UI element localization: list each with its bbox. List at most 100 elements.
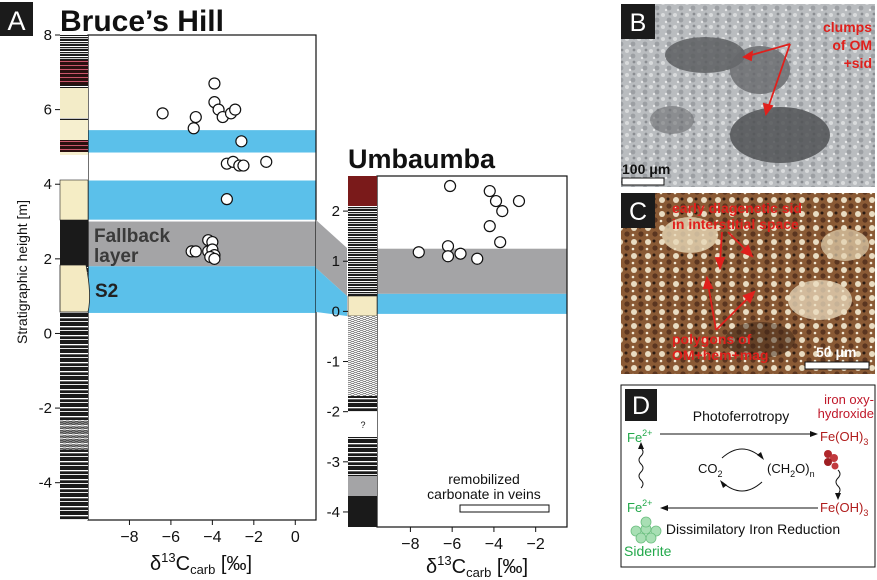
bh-x-tick-label: −6 xyxy=(162,529,180,546)
um-data-point xyxy=(483,184,496,198)
um-data-point xyxy=(494,236,507,249)
legend-remobilized-line1: remobilized xyxy=(448,471,520,487)
bh-y-tick-label: -4 xyxy=(39,475,52,492)
um-x-tick-label: −2 xyxy=(527,536,545,553)
feoh3-bottom: Fe(OH)3 xyxy=(820,500,868,518)
bh-x-tick-label: −2 xyxy=(245,529,263,546)
bruces-hill-chart: 8 6 4 2 0 -2 -4 −8 −6 −4 −2 0 xyxy=(39,27,317,546)
panel-a-letter: A xyxy=(7,6,25,36)
um-y-tick-label: -4 xyxy=(327,504,340,521)
y-axis-label: Stratigraphic height [m] xyxy=(14,200,30,344)
bh-data-point xyxy=(235,135,248,148)
bh-y-tick-label: 2 xyxy=(44,251,52,268)
umbaumba-title: Umbaumba xyxy=(348,144,496,174)
um-x-tick-label: −8 xyxy=(401,536,419,553)
bh-band-gray xyxy=(88,221,316,267)
panel-c-arrows xyxy=(702,231,756,331)
iron-oxyhydroxide-label-2: hydroxide xyxy=(818,406,874,421)
um-x-tick-label: −4 xyxy=(485,536,503,553)
siderite-label: Siderite xyxy=(624,543,672,559)
panel-b-letter-box xyxy=(621,4,655,39)
um-data-point xyxy=(496,205,509,218)
bh-data-point xyxy=(208,77,221,90)
bruces-hill-x-label: δ13Ccarb [‰] xyxy=(150,550,252,577)
siderite-icon xyxy=(630,516,662,544)
fe2-bottom: Fe2+ xyxy=(627,498,652,515)
umbaumba-x-label: δ13Ccarb [‰] xyxy=(426,553,528,580)
um-data-point xyxy=(489,194,503,208)
panel-b-annotation-1: clumps xyxy=(823,19,872,35)
iron-oxyhydroxide-label-1: iron oxy- xyxy=(824,392,874,407)
um-y-tick-label: -1 xyxy=(327,354,340,371)
umbaumba-x-axis: −8 −6 −4 −2 xyxy=(401,527,545,553)
um-data-point xyxy=(412,246,425,259)
um-data-point xyxy=(512,194,526,208)
question-mark: ? xyxy=(360,420,365,430)
um-y-tick-label: 2 xyxy=(332,203,340,220)
panel-c-annotation-top-1: early diagenetic sid xyxy=(672,200,802,216)
panel-b-scale-bar xyxy=(621,177,665,186)
panel-b-annotation-2: of OM xyxy=(832,37,872,53)
bh-band-blue xyxy=(88,266,316,313)
bh-x-tick-label: 0 xyxy=(291,529,300,546)
bh-y-tick-label: 6 xyxy=(44,102,52,119)
panel-b-arrows xyxy=(742,43,791,117)
iron-oxyhydroxide-icon xyxy=(824,450,839,470)
panel-c-annotation-bottom-2: OM+hem+mag xyxy=(672,347,768,363)
bruces-hill-x-axis: −8 −6 −4 −2 0 xyxy=(120,520,300,546)
bh-y-tick-label: 4 xyxy=(44,176,52,193)
um-y-tick-label: 0 xyxy=(332,303,340,320)
panel-c-micrograph xyxy=(621,193,875,374)
s2-label: S2 xyxy=(95,281,118,302)
ch2o-label: (CH2O)n xyxy=(767,461,815,479)
bh-y-tick-label: -2 xyxy=(39,400,52,417)
wavy-arrow-right xyxy=(835,469,841,495)
umbaumba-y-axis: 2 1 0 -1 -2 -3 -4 xyxy=(327,203,348,521)
bruces-hill-title: Bruce’s Hill xyxy=(60,5,224,38)
bh-band-blue xyxy=(88,130,316,153)
um-data-point xyxy=(483,220,496,233)
panel-b-scale-text: 100 μm xyxy=(622,161,670,177)
panel-c-annotation-bottom-1: polygons of xyxy=(672,331,752,347)
fallback-label-line2: layer xyxy=(94,246,139,267)
panel-d-frame xyxy=(620,384,876,568)
um-y-tick-label: 1 xyxy=(332,253,340,270)
um-data-point xyxy=(441,240,455,253)
fe2-top: Fe2+ xyxy=(627,428,652,445)
um-band-blue xyxy=(377,293,567,314)
bh-x-tick-label: −8 xyxy=(120,529,138,546)
bh-data-point xyxy=(237,159,250,172)
bh-y-tick-label: 8 xyxy=(44,27,52,44)
iron-reduction-label: Dissimilatory Iron Reduction xyxy=(666,521,840,537)
um-data-point xyxy=(471,252,484,265)
panel-b-annotation-3: +sid xyxy=(844,55,872,71)
um-y-tick-label: -2 xyxy=(327,404,340,421)
um-band-gray xyxy=(377,248,567,294)
panel-d-letter-box xyxy=(625,389,657,421)
bh-data-point xyxy=(229,103,242,116)
bh-data-point xyxy=(208,252,221,265)
fallback-label-line1: Fallback xyxy=(94,226,170,247)
um-data-point xyxy=(441,250,455,263)
bh-data-point xyxy=(189,245,202,258)
um-data-point xyxy=(443,179,457,193)
panel-c-scale-bar xyxy=(804,361,870,370)
bh-data-point xyxy=(156,107,169,120)
umbaumba-strat-column xyxy=(347,176,378,527)
bh-data-point xyxy=(189,110,202,124)
umbaumba-bands xyxy=(377,248,567,314)
bh-data-point xyxy=(187,122,200,135)
um-x-tick-label: −6 xyxy=(443,536,461,553)
panel-c-scale-text: 50 μm xyxy=(816,344,856,360)
bh-y-tick-label: 0 xyxy=(44,325,52,342)
bruces-hill-points xyxy=(156,77,273,265)
bh-data-point xyxy=(260,155,273,168)
um-data-point xyxy=(454,247,467,260)
panel-b-letter: B xyxy=(630,9,647,37)
feoh3-top: Fe(OH)3 xyxy=(820,429,868,447)
bruces-hill-strat-column xyxy=(59,35,90,520)
legend-remobilized-line2: carbonate in veins xyxy=(427,486,541,502)
umbaumba-chart: ? 2 1 0 -1 -2 -3 -4 −8 −6 −4 −2 remobilized carbo… xyxy=(327,175,568,553)
co2-label: CO2 xyxy=(698,461,723,479)
